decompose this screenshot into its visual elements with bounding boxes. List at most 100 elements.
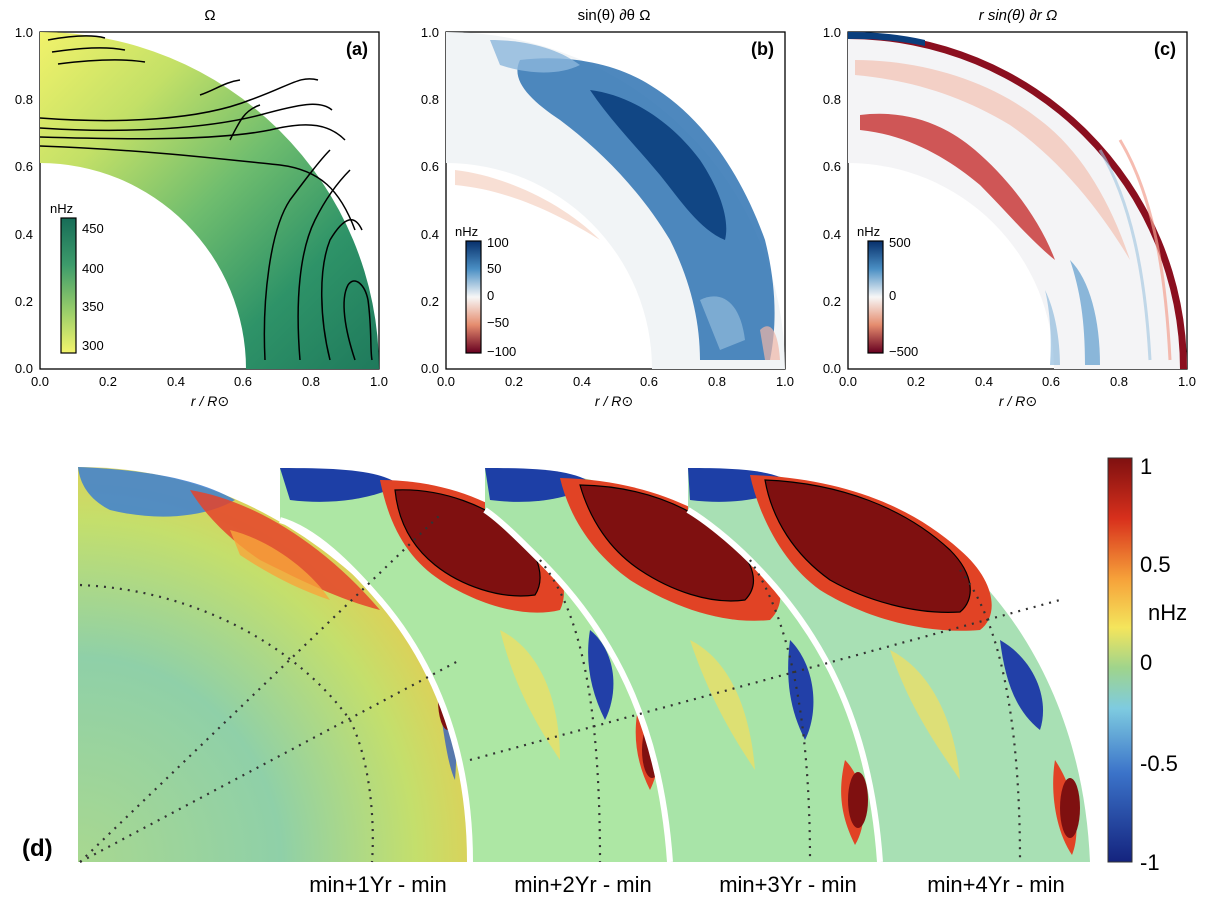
x-tick: 0.2 xyxy=(99,374,117,389)
panel-d-label: min+4Yr - min xyxy=(927,872,1065,897)
panel-b-cb-tick: −100 xyxy=(487,344,516,359)
panel-c-cb-tick: −500 xyxy=(889,344,918,359)
panel-d-wedge-4 xyxy=(688,468,1090,862)
panel-d-wedge-3 xyxy=(485,468,880,862)
y-tick: 1.0 xyxy=(15,25,33,40)
y-tick: 1.0 xyxy=(823,25,841,40)
panel-b-frame xyxy=(445,31,786,370)
x-tick: 1.0 xyxy=(370,374,388,389)
x-tick: 0.8 xyxy=(1110,374,1128,389)
panel-a-xlabel: r / R⊙ xyxy=(191,393,229,409)
panel-c: r sin(θ) ∂r Ω (c) nHz 500 0 −500 0.0 0.2… xyxy=(823,7,1196,409)
x-tick: 0.8 xyxy=(708,374,726,389)
panel-b-colorbar: nHz 100 50 0 −50 −100 xyxy=(455,224,516,359)
panel-a: Ω (a) nHz 450 400 350 300 xyxy=(15,7,388,409)
panel-d-colorbar-unit: nHz xyxy=(1148,600,1187,625)
panel-d: (d) min+1Yr - min min+2Yr - min min+3Yr … xyxy=(22,454,1187,897)
panel-d-cb-tick: 0 xyxy=(1140,650,1152,675)
y-tick: 0.4 xyxy=(421,227,439,242)
panel-a-letter: (a) xyxy=(346,39,368,59)
x-tick: 1.0 xyxy=(1178,374,1196,389)
panel-c-x-ticks: 0.0 0.2 0.4 0.6 0.8 1.0 xyxy=(839,374,1196,389)
y-tick: 0.0 xyxy=(15,361,33,376)
panel-c-colorbar-unit: nHz xyxy=(857,224,880,239)
panel-a-frame xyxy=(39,31,380,370)
y-tick: 0.2 xyxy=(421,294,439,309)
x-tick: 0.0 xyxy=(31,374,49,389)
panel-c-frame xyxy=(847,31,1188,370)
panel-c-colorbar: nHz 500 0 −500 xyxy=(857,224,918,359)
panel-a-colorbar: nHz 450 400 350 300 xyxy=(50,201,104,354)
x-tick: 0.0 xyxy=(839,374,857,389)
panel-a-contours xyxy=(39,35,373,361)
panel-d-dotted-grid xyxy=(79,514,1061,863)
panel-b-cb-tick: −50 xyxy=(487,315,509,330)
panel-a-cb-tick: 400 xyxy=(82,261,104,276)
panel-a-y-ticks: 0.0 0.2 0.4 0.6 0.8 1.0 xyxy=(15,25,33,376)
x-tick: 0.8 xyxy=(302,374,320,389)
panel-d-label: min+3Yr - min xyxy=(719,872,857,897)
panel-a-colorbar-unit: nHz xyxy=(50,201,73,216)
panel-c-xlabel: r / R⊙ xyxy=(999,393,1037,409)
x-tick: 0.0 xyxy=(437,374,455,389)
panel-d-cb-tick: -1 xyxy=(1140,850,1160,875)
panel-b-y-ticks: 0.0 0.2 0.4 0.6 0.8 1.0 xyxy=(421,25,439,376)
panel-a-cb-tick: 450 xyxy=(82,221,104,236)
panel-b-letter: (b) xyxy=(751,39,774,59)
panel-b-x-ticks: 0.0 0.2 0.4 0.6 0.8 1.0 xyxy=(437,374,794,389)
panel-a-field xyxy=(40,32,379,369)
panel-c-y-ticks: 0.0 0.2 0.4 0.6 0.8 1.0 xyxy=(823,25,841,376)
y-tick: 0.8 xyxy=(15,92,33,107)
panel-b-cb-tick: 100 xyxy=(487,235,509,250)
x-tick: 0.4 xyxy=(167,374,185,389)
y-tick: 0.8 xyxy=(823,92,841,107)
panel-d-label: min+1Yr - min xyxy=(309,872,447,897)
x-tick: 0.6 xyxy=(234,374,252,389)
y-tick: 0.0 xyxy=(823,361,841,376)
panel-b: sin(θ) ∂θ Ω (b) nHz 100 50 0 −50 −100 0.… xyxy=(421,7,794,409)
panel-d-letter: (d) xyxy=(22,835,53,862)
panel-d-base-field xyxy=(78,467,470,862)
x-tick: 0.4 xyxy=(975,374,993,389)
panel-a-cb-tick: 300 xyxy=(82,338,104,353)
x-tick: 0.2 xyxy=(907,374,925,389)
y-tick: 1.0 xyxy=(421,25,439,40)
panel-a-x-ticks: 0.0 0.2 0.4 0.6 0.8 1.0 xyxy=(31,374,388,389)
x-tick: 0.6 xyxy=(1042,374,1060,389)
y-tick: 0.6 xyxy=(15,159,33,174)
panel-d-cb-tick: 0.5 xyxy=(1140,552,1171,577)
y-tick: 0.8 xyxy=(421,92,439,107)
panel-c-structures xyxy=(848,31,1187,369)
panel-b-structures xyxy=(455,40,780,360)
panel-d-separators xyxy=(279,507,883,863)
y-tick: 0.2 xyxy=(15,294,33,309)
panel-a-title: Ω xyxy=(204,7,215,24)
panel-d-labels: min+1Yr - min min+2Yr - min min+3Yr - mi… xyxy=(309,872,1065,897)
panel-d-label: min+2Yr - min xyxy=(514,872,652,897)
panel-d-colorbar: 1 0.5 nHz 0 -0.5 -1 xyxy=(1107,454,1187,875)
panel-a-cb-tick: 350 xyxy=(82,299,104,314)
panel-d-wedge-2 xyxy=(280,468,670,862)
y-tick: 0.6 xyxy=(823,159,841,174)
y-tick: 0.0 xyxy=(421,361,439,376)
y-tick: 0.6 xyxy=(421,159,439,174)
panel-b-xlabel: r / R⊙ xyxy=(595,393,633,409)
panel-b-cb-tick: 50 xyxy=(487,261,501,276)
panel-b-cb-tick: 0 xyxy=(487,288,494,303)
x-tick: 0.6 xyxy=(640,374,658,389)
x-tick: 0.4 xyxy=(573,374,591,389)
panel-b-title: sin(θ) ∂θ Ω xyxy=(578,7,651,24)
x-tick: 1.0 xyxy=(776,374,794,389)
panel-c-cb-tick: 0 xyxy=(889,288,896,303)
panel-c-cb-tick: 500 xyxy=(889,235,911,250)
y-tick: 0.2 xyxy=(823,294,841,309)
y-tick: 0.4 xyxy=(823,227,841,242)
panel-c-letter: (c) xyxy=(1154,39,1176,59)
panel-d-cb-tick: -0.5 xyxy=(1140,751,1178,776)
panel-c-title: r sin(θ) ∂r Ω xyxy=(979,7,1058,24)
panel-d-cb-tick: 1 xyxy=(1140,454,1152,479)
y-tick: 0.4 xyxy=(15,227,33,242)
panel-b-colorbar-unit: nHz xyxy=(455,224,478,239)
x-tick: 0.2 xyxy=(505,374,523,389)
